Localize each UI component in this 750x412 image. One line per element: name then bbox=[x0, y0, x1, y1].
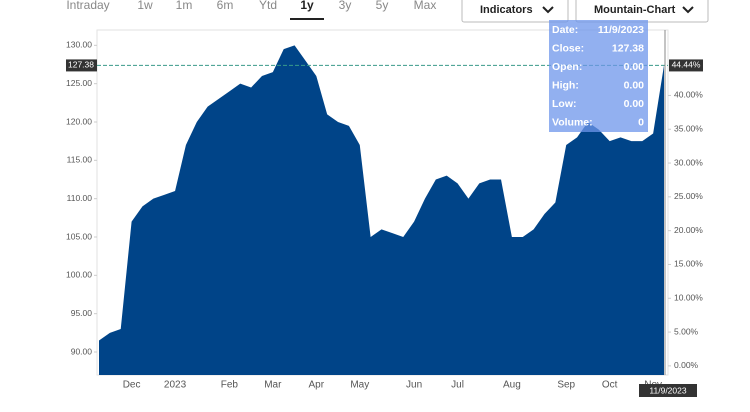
y-tick-label: 130.00 bbox=[66, 40, 92, 50]
x-tick-label: Dec bbox=[123, 380, 141, 391]
chevron bbox=[542, 6, 554, 14]
x-tick-label: Mar bbox=[264, 380, 282, 391]
y-tick-label: 95.00 bbox=[71, 308, 93, 318]
y2-tick-label: 25.00% bbox=[674, 191, 703, 201]
y2-tick-label: 10.00% bbox=[674, 293, 703, 303]
y2-tick-label: 0.00% bbox=[674, 360, 699, 370]
y-tick-label: 125.00 bbox=[66, 78, 92, 88]
x-tick-label: Jun bbox=[406, 380, 422, 391]
y2-tick-label: 15.00% bbox=[674, 259, 703, 269]
tooltip-key: Close: bbox=[552, 42, 584, 54]
tooltip-key: Open: bbox=[552, 61, 582, 73]
date-box bbox=[639, 384, 697, 397]
last-price-label: 127.38 bbox=[68, 60, 94, 70]
x-tick-label: Feb bbox=[221, 380, 239, 391]
crosshair-date: 11/9/2023 bbox=[649, 385, 686, 395]
tooltip-key: High: bbox=[552, 79, 579, 91]
y2-tick-label: 5.00% bbox=[674, 326, 699, 336]
tooltip-value: 127.38 bbox=[612, 42, 644, 54]
range-button[interactable]: Ytd bbox=[259, 0, 277, 12]
x-tick-label: 2023 bbox=[164, 380, 187, 391]
dropdown-label[interactable]: Mountain-Chart bbox=[594, 4, 676, 16]
range-button[interactable]: 1y bbox=[300, 0, 314, 12]
dropdown[interactable] bbox=[461, 0, 569, 23]
range-button[interactable]: Max bbox=[414, 0, 437, 12]
tooltip-value: 0.00 bbox=[624, 98, 645, 110]
tooltip-key: Date: bbox=[552, 24, 578, 36]
x-tick-label: May bbox=[350, 380, 369, 391]
tooltip-value: 0.00 bbox=[624, 61, 645, 73]
last-change-label: 44.44% bbox=[672, 60, 701, 70]
x-tick-label: Oct bbox=[602, 380, 618, 391]
price-area bbox=[99, 45, 664, 375]
y2-tick-label: 20.00% bbox=[674, 225, 703, 235]
tooltip-key: Low: bbox=[552, 98, 577, 110]
y2-tick-label: 35.00% bbox=[674, 123, 703, 133]
x-tick-label: Apr bbox=[309, 380, 325, 391]
y-tick-label: 105.00 bbox=[66, 231, 92, 241]
tooltip-value: 11/9/2023 bbox=[598, 24, 644, 36]
tooltip-box bbox=[549, 20, 648, 132]
y-tick-label: 110.00 bbox=[67, 193, 93, 203]
range-button[interactable]: Intraday bbox=[66, 0, 109, 12]
dropdown-label[interactable]: Indicators bbox=[480, 4, 533, 16]
range-button[interactable]: 6m bbox=[217, 0, 234, 12]
x-tick-label: Sep bbox=[557, 380, 575, 391]
y-tick-label: 115.00 bbox=[67, 155, 93, 165]
range-button[interactable]: 5y bbox=[376, 0, 389, 12]
tooltip-value: 0.00 bbox=[624, 79, 645, 91]
tooltip-key: Volume: bbox=[552, 116, 593, 128]
y2-tick-label: 30.00% bbox=[674, 157, 703, 167]
range-button[interactable]: 1w bbox=[137, 0, 153, 12]
y2-tick-label: 40.00% bbox=[674, 90, 703, 100]
range-button[interactable]: 3y bbox=[339, 0, 352, 12]
tooltip-value: 0 bbox=[638, 116, 644, 128]
last-change-box bbox=[669, 59, 703, 72]
chevron bbox=[682, 6, 694, 14]
x-tick-label: Jul bbox=[451, 380, 464, 391]
y-tick-label: 100.00 bbox=[66, 270, 92, 280]
y-tick-label: 90.00 bbox=[71, 346, 93, 356]
y-tick-label: 120.00 bbox=[66, 116, 92, 126]
last-price-box bbox=[66, 59, 97, 72]
range-button[interactable]: 1m bbox=[176, 0, 193, 12]
x-tick-label: Aug bbox=[503, 380, 521, 391]
